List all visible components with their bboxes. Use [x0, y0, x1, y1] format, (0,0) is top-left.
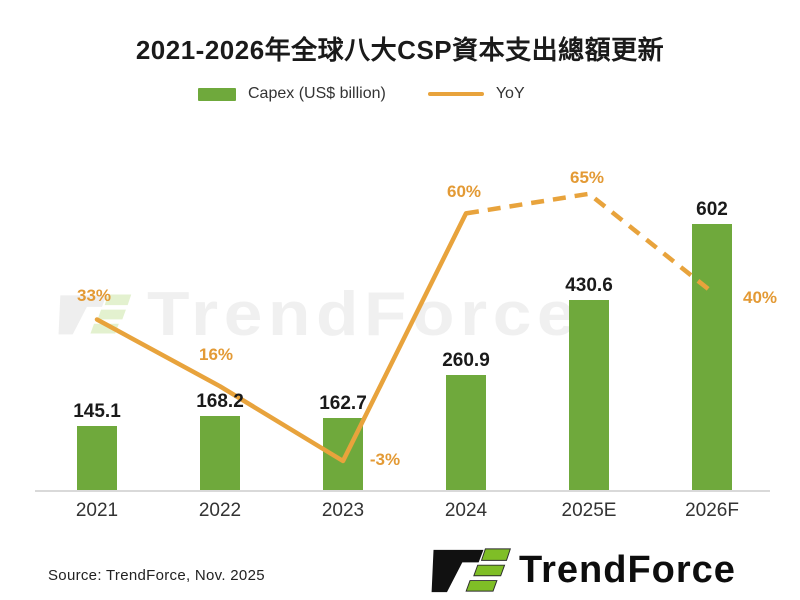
- x-tick-2022: 2022: [198, 500, 242, 521]
- x-axis-line: [35, 490, 770, 492]
- capex-legend-swatch: [198, 87, 236, 101]
- brand-logo-icon: [431, 548, 511, 593]
- capex-value-label-2022: 168.2: [196, 390, 244, 412]
- capex-value-label-2026F: 602: [696, 198, 728, 220]
- yoy-line-dashed-segment: [465, 191, 714, 294]
- yoy-label-2023: -3%: [369, 450, 401, 469]
- capex-value-label-2024: 260.9: [442, 349, 490, 371]
- x-tick-2024: 2024: [444, 500, 488, 521]
- capex-bar-2025E: [569, 299, 609, 490]
- legend: Capex (US$ billion) YoY: [198, 83, 525, 105]
- capex-value-label-2023: 162.7: [319, 393, 367, 415]
- brand-name: TrendForce: [519, 548, 736, 591]
- brand-logo: TrendForce: [427, 545, 736, 595]
- yoy-label-2022: 16%: [198, 345, 234, 364]
- capex-bar-2024: [446, 374, 486, 490]
- yoy-label-2024: 60%: [446, 182, 482, 201]
- source-note: Source: TrendForce, Nov. 2025: [48, 567, 265, 584]
- capex-legend-label: Capex (US$ billion): [248, 85, 386, 102]
- capex-value-label-2025E: 430.6: [565, 274, 613, 296]
- x-tick-2021: 2021: [75, 500, 119, 521]
- yoy-label-2026F: 40%: [742, 288, 778, 307]
- yoy-legend-line: [427, 92, 484, 96]
- yoy-label-2025E: 65%: [569, 168, 605, 187]
- x-tick-2025E: 2025E: [561, 500, 617, 521]
- yoy-legend-label: YoY: [495, 85, 525, 102]
- yoy-label-2021: 33%: [76, 286, 112, 305]
- x-tick-2026F: 2026F: [685, 500, 739, 521]
- x-tick-2023: 2023: [321, 500, 365, 521]
- capex-bar-2026F: [692, 223, 732, 490]
- yoy-line-solid-segment: [94, 211, 469, 464]
- capex-bar-2021: [77, 425, 117, 490]
- capex-bar-2022: [200, 415, 240, 490]
- chart-title: 2021-2026年全球八大CSP資本支出總額更新: [135, 35, 665, 65]
- capex-value-label-2021: 145.1: [73, 400, 121, 422]
